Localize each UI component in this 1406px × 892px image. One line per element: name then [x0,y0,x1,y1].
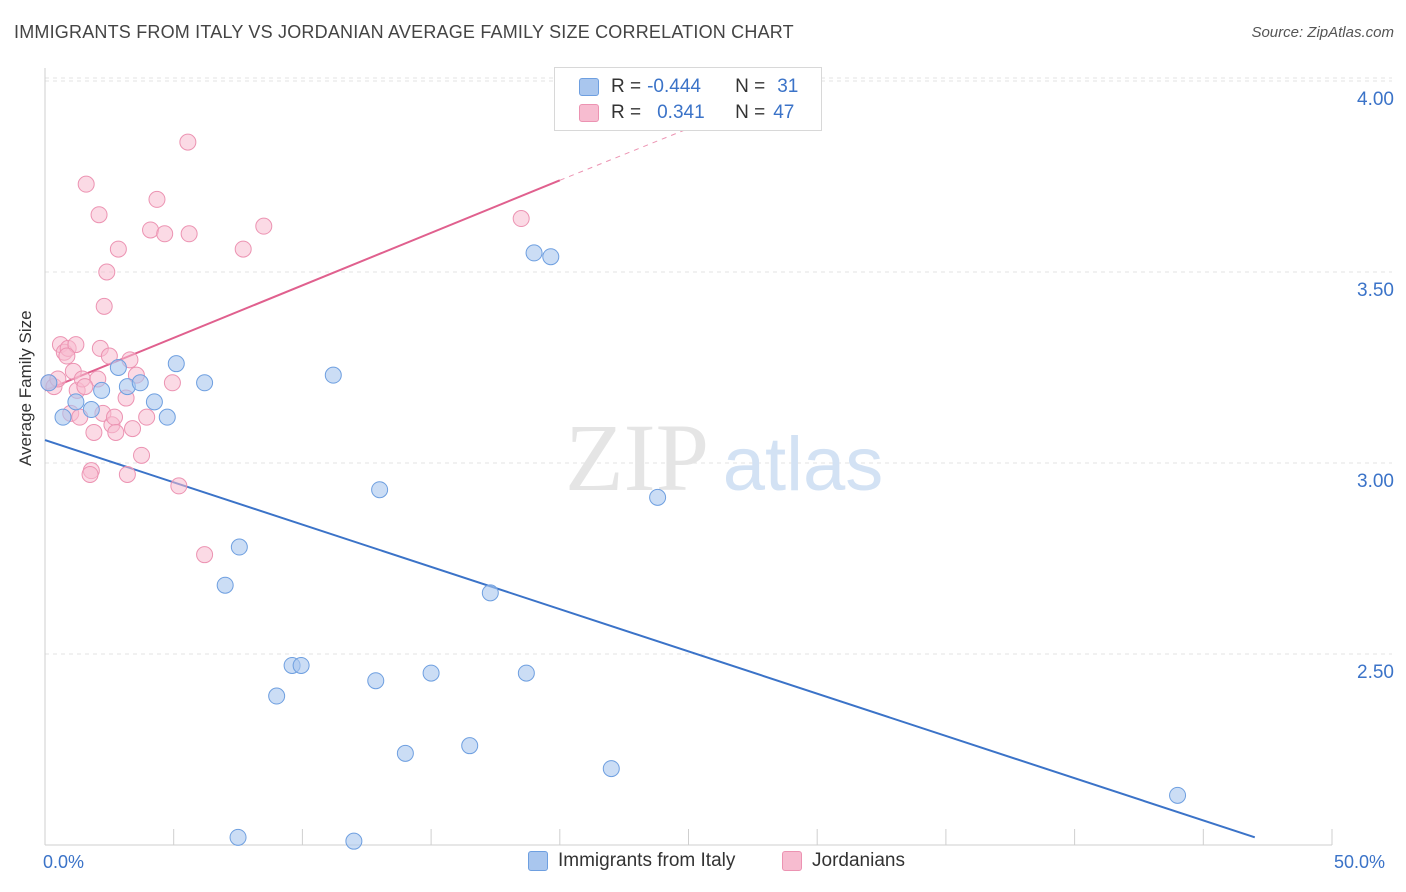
point-jordanians [107,423,125,441]
point-immigrants-from-italy [230,538,248,556]
point-immigrants-from-italy [229,828,247,846]
legend-row-jordan: R = 0.341 N = 47 [579,100,794,126]
point-jordanians [95,297,113,315]
point-immigrants-from-italy [158,408,176,426]
point-immigrants-from-italy [542,248,560,266]
bottom-legend-jordan: Jordanians [782,850,905,872]
bottom-legend-swatch-italy [528,851,548,871]
point-jordanians [58,347,76,365]
point-immigrants-from-italy [367,672,385,690]
point-jordanians [179,133,197,151]
point-jordanians [109,240,127,258]
bottom-legend-italy: Immigrants from Italy [528,850,735,872]
point-immigrants-from-italy [268,687,286,705]
point-immigrants-from-italy [93,381,111,399]
point-immigrants-from-italy [481,584,499,602]
point-jordanians [100,347,118,365]
point-immigrants-from-italy [82,401,100,419]
legend-n-value-jordan: 47 [773,102,795,123]
point-immigrants-from-italy [67,393,85,411]
point-immigrants-from-italy [517,664,535,682]
point-immigrants-from-italy [40,374,58,392]
point-immigrants-from-italy [422,664,440,682]
point-immigrants-from-italy [196,374,214,392]
point-immigrants-from-italy [292,656,310,674]
x-tick-label-max: 50.0% [1334,852,1386,872]
y-tick-label: 2.50 [1357,662,1394,683]
bottom-legend-label-italy: Immigrants from Italy [558,850,736,871]
point-immigrants-from-italy [145,393,163,411]
axes [44,68,1333,846]
legend-n-label: N = [735,76,766,97]
point-jordanians [76,378,94,396]
point-immigrants-from-italy [649,488,667,506]
legend-n-value-italy: 31 [777,76,799,97]
point-immigrants-from-italy [131,374,149,392]
trend-line-italy [44,439,1256,839]
point-jordanians [105,408,123,426]
point-jordanians [148,190,166,208]
point-jordanians [98,263,116,281]
legend-swatch-italy [579,78,599,96]
chart-title: IMMIGRANTS FROM ITALY VS JORDANIAN AVERA… [14,22,794,42]
point-jordanians [196,546,214,564]
point-immigrants-from-italy [1169,786,1187,804]
legend-swatch-jordan [579,104,599,122]
point-immigrants-from-italy [525,244,543,262]
y-tick-label: 4.00 [1357,89,1394,110]
legend-r-value-jordan: 0.341 [657,102,705,123]
point-jordanians [255,217,273,235]
point-immigrants-from-italy [109,359,127,376]
legend-n-label: N = [735,102,766,123]
point-jordanians [90,206,108,224]
y-tick-label: 3.50 [1357,280,1394,301]
point-jordanians [234,240,252,258]
point-jordanians [133,446,151,464]
point-jordanians [156,225,174,243]
point-immigrants-from-italy [602,760,620,778]
point-jordanians [81,465,99,483]
watermark-zip: ZIP [565,404,709,511]
point-immigrants-from-italy [461,737,479,755]
point-jordanians [85,423,103,441]
legend-r-value-italy: -0.444 [647,76,701,97]
x-tick-label-min: 0.0% [43,852,85,872]
point-jordanians [118,465,136,483]
legend-row-italy: R = -0.444 N = 31 [579,74,798,100]
bottom-legend-label-jordan: Jordanians [812,850,905,871]
point-immigrants-from-italy [345,832,363,850]
grid-lines [45,77,1392,655]
bottom-legend-swatch-jordan [782,851,802,871]
point-jordanians [163,374,181,392]
point-jordanians [512,210,530,228]
point-jordanians [67,336,85,354]
point-jordanians [124,420,142,438]
series-immigrants-from-italy [40,244,1187,850]
point-immigrants-from-italy [396,744,414,762]
point-jordanians [77,175,95,193]
watermark-atlas: atlas [723,422,884,507]
y-axis-label: Average Family Size [16,310,35,466]
source-label: Source: ZipAtlas.com [1251,24,1394,41]
point-jordanians [180,225,198,243]
legend-r-label: R = [611,76,642,97]
correlation-legend: R = -0.444 N = 31 R = 0.341 N = 47 [554,67,822,131]
legend-r-label: R = [611,102,642,123]
point-immigrants-from-italy [216,576,234,594]
series-jordanians [40,133,530,564]
point-jordanians [170,477,188,495]
point-immigrants-from-italy [324,366,342,384]
point-immigrants-from-italy [167,355,185,373]
y-tick-label: 3.00 [1357,471,1394,492]
point-jordanians [138,408,156,426]
watermark: ZIP atlas [565,404,883,511]
point-immigrants-from-italy [54,408,72,426]
point-immigrants-from-italy [371,481,389,499]
point-jordanians [142,221,160,239]
